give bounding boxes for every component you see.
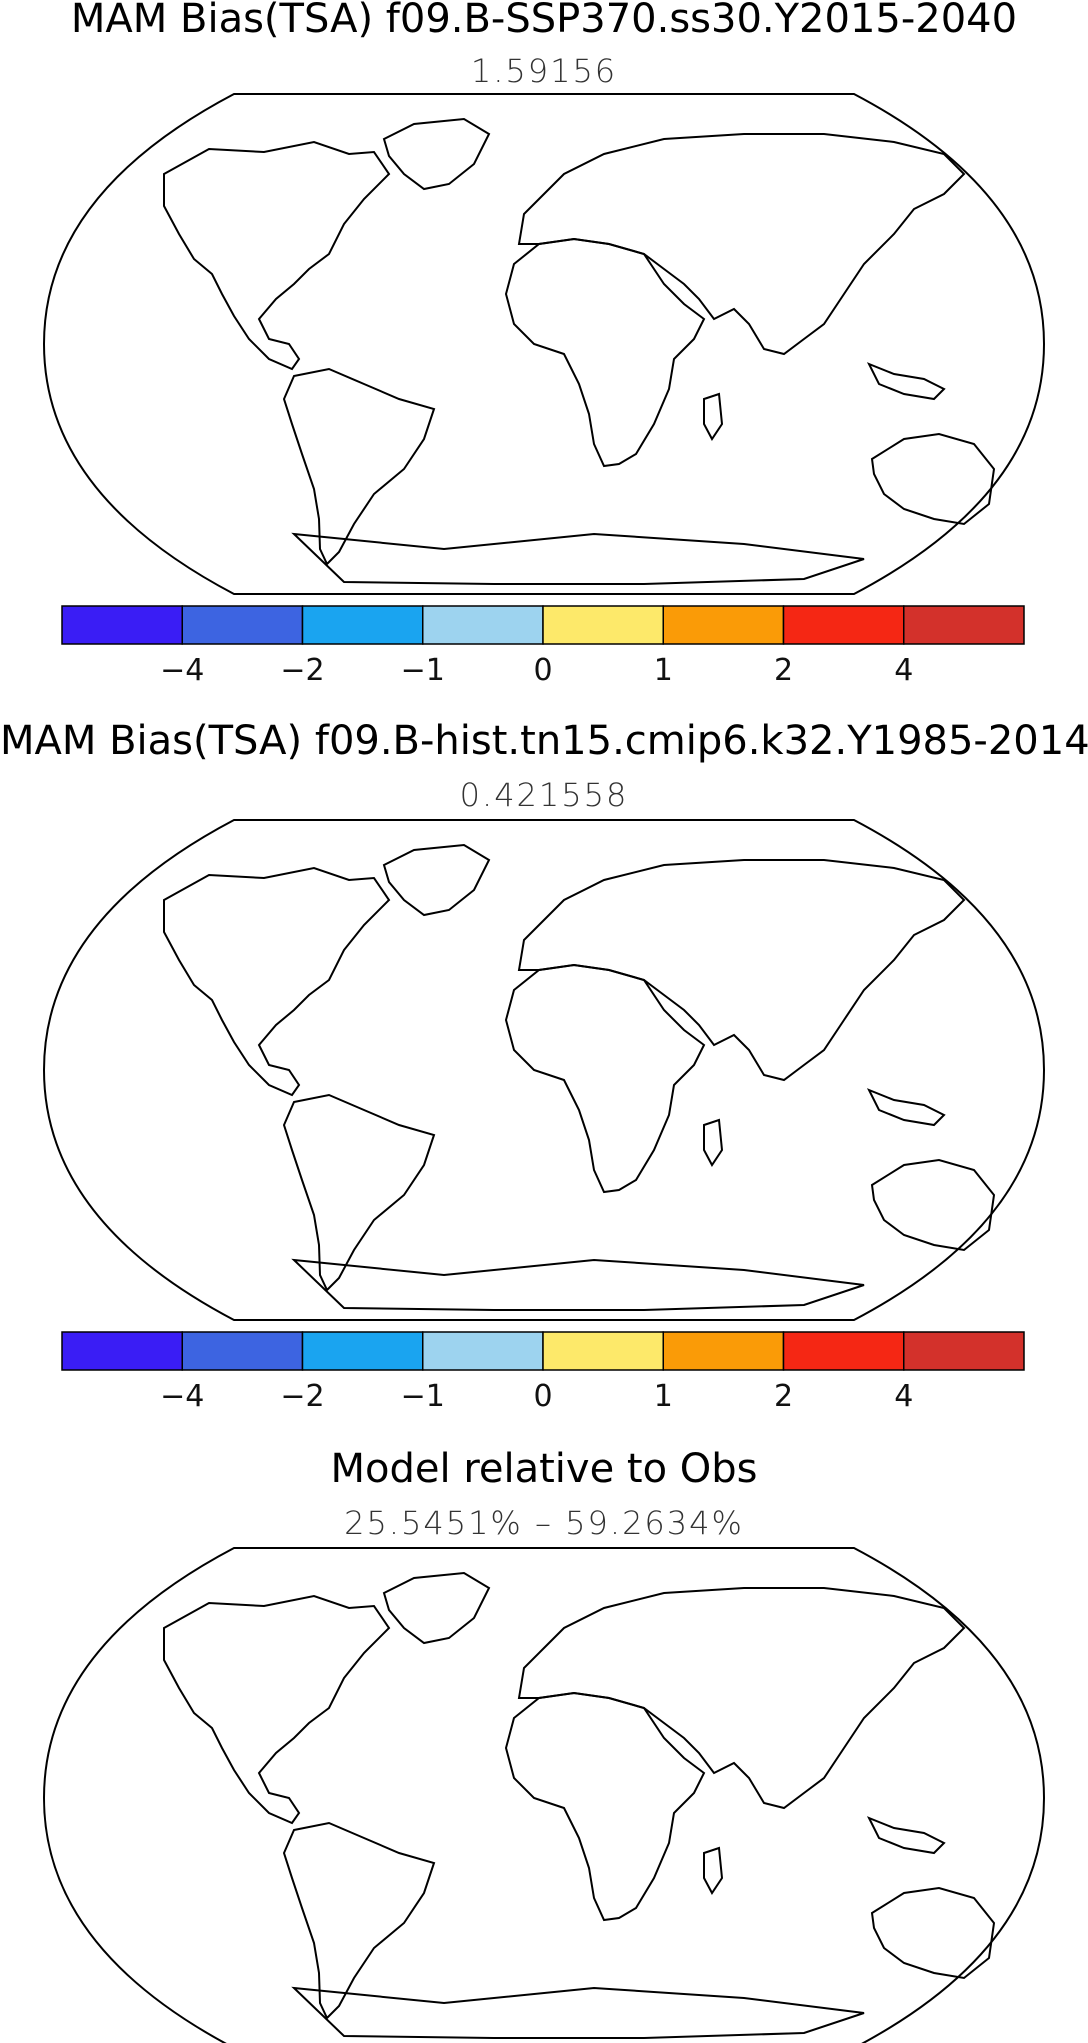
- colorbar-tick-label: −2: [280, 653, 324, 688]
- colorbar-tick-label: 0: [533, 1379, 552, 1414]
- colorbar-tick-label: −4: [160, 653, 204, 688]
- map-frame: [42, 1547, 1046, 2043]
- map-panel-3: [42, 1547, 1046, 2043]
- colorbar-tick-label: −1: [401, 653, 445, 688]
- colorbar-swatch: [61, 1331, 183, 1371]
- map1-title: MAM Bias(TSA) f09.B-SSP370.ss30.Y2015-20…: [70, 0, 1018, 42]
- colorbar-swatch: [542, 605, 664, 645]
- map3-title: Model relative to Obs: [330, 1446, 758, 1492]
- colorbar-swatch: [662, 1331, 785, 1371]
- colorbar-swatch: [181, 1331, 304, 1371]
- map-frame: [42, 93, 1046, 595]
- colorbar-2: −4 −2 −1 0 1 2 4: [61, 1331, 1025, 1414]
- colorbar-tick-label: 0: [533, 653, 552, 688]
- colorbar-swatch: [542, 1331, 664, 1371]
- colorbar-tick-label: 4: [894, 653, 913, 688]
- colorbar-tick-label: 1: [654, 653, 673, 688]
- colorbar-swatch: [903, 1331, 1025, 1371]
- colorbar-tick-label: 4: [894, 1379, 913, 1414]
- colorbar-tick-label: −1: [401, 1379, 445, 1414]
- colorbar-tick-label: −2: [280, 1379, 324, 1414]
- colorbar-swatch: [61, 605, 183, 645]
- colorbar-swatch: [301, 1331, 424, 1371]
- colorbar-swatch: [422, 1331, 544, 1371]
- colorbar-swatch: [181, 605, 304, 645]
- colorbar-tick-label: 2: [774, 653, 793, 688]
- colorbar-1: −4 −2 −1 0 1 2 4: [61, 605, 1025, 688]
- map2-title: MAM Bias(TSA) f09.B-hist.tn15.cmip6.k32.…: [0, 718, 1088, 764]
- colorbar-swatch: [903, 605, 1025, 645]
- map-frame: [42, 819, 1046, 1321]
- colorbar-swatch: [662, 605, 785, 645]
- map3-value: 25.5451% – 59.2634%: [344, 1504, 744, 1542]
- colorbar-swatch: [782, 605, 905, 645]
- colorbar-swatch: [301, 605, 424, 645]
- colorbar-tick-label: 2: [774, 1379, 793, 1414]
- map-panel-1: [42, 93, 1046, 595]
- map2-value: 0.421558: [459, 776, 629, 814]
- map-panel-2: [42, 819, 1046, 1321]
- colorbar-tick-label: 1: [654, 1379, 673, 1414]
- colorbar-tick-label: −4: [160, 1379, 204, 1414]
- colorbar-swatch: [782, 1331, 905, 1371]
- colorbar-swatch: [422, 605, 544, 645]
- map1-value: 1.59156: [470, 52, 618, 90]
